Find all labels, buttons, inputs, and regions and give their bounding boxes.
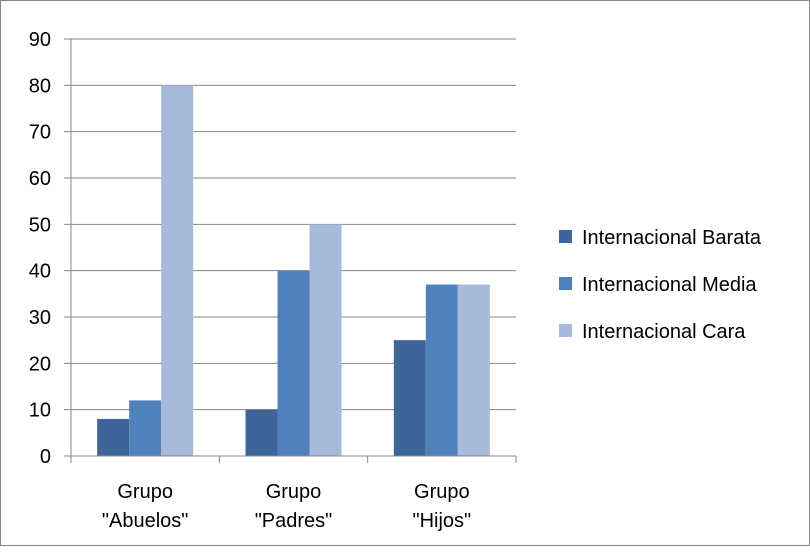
gridlines	[71, 38, 516, 411]
y-tick-label: 70	[29, 122, 51, 144]
y-tick-label: 90	[29, 29, 51, 51]
x-category-label: "Hijos"	[413, 510, 472, 532]
axes	[64, 38, 517, 463]
legend-label: Internacional Media	[582, 274, 757, 296]
bar	[277, 270, 310, 456]
x-axis-categories: Grupo "Abuelos" Grupo "Padres" Grupo "Hijos"	[102, 481, 471, 532]
legend-label: Internacional Cara	[582, 321, 746, 343]
y-tick-label: 40	[29, 261, 51, 283]
y-tick-label: 10	[29, 400, 51, 422]
bar	[161, 85, 194, 456]
legend-label: Internacional Barata	[582, 227, 762, 249]
x-category-label: Grupo	[414, 481, 470, 503]
legend-swatch	[559, 277, 572, 290]
y-tick-label: 50	[29, 214, 51, 236]
legend-swatch	[559, 324, 572, 337]
x-category-label: "Abuelos"	[102, 510, 188, 532]
bar	[129, 400, 162, 456]
x-category-label: "Padres"	[255, 510, 333, 532]
y-tick-label: 80	[29, 75, 51, 97]
bars	[97, 85, 490, 456]
y-tick-label: 60	[29, 168, 51, 190]
x-category-label: Grupo	[266, 481, 322, 503]
bar	[97, 418, 130, 456]
bar	[457, 284, 490, 456]
bar	[425, 284, 458, 456]
y-tick-label: 30	[29, 307, 51, 329]
y-tick-label: 20	[29, 353, 51, 375]
legend-swatch	[559, 230, 572, 243]
bar	[393, 340, 426, 456]
bar	[309, 224, 342, 456]
x-category-label: Grupo	[117, 481, 173, 503]
y-axis-ticks: 0 10 20 30 40 50 60 70 80 90	[29, 29, 51, 468]
legend: Internacional Barata Internacional Media I…	[559, 227, 762, 343]
y-tick-label: 0	[40, 446, 51, 468]
bar	[245, 409, 278, 456]
